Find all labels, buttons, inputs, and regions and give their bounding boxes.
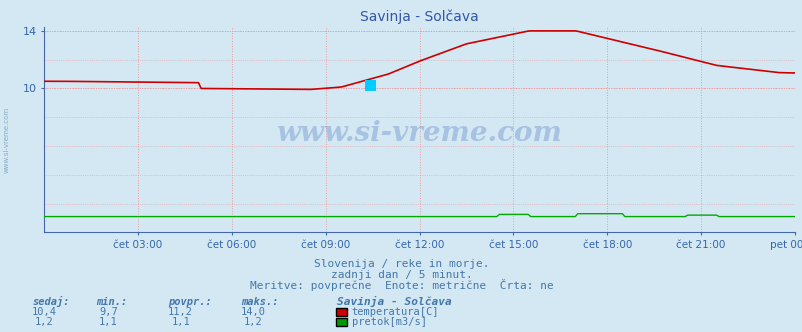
- Text: ▪: ▪: [363, 74, 378, 94]
- Text: www.si-vreme.com: www.si-vreme.com: [3, 106, 10, 173]
- Text: zadnji dan / 5 minut.: zadnji dan / 5 minut.: [330, 270, 472, 280]
- Text: Slovenija / reke in morje.: Slovenija / reke in morje.: [314, 259, 488, 269]
- Text: maks.:: maks.:: [241, 297, 278, 307]
- Text: povpr.:: povpr.:: [168, 297, 212, 307]
- Text: 10,4: 10,4: [31, 307, 57, 317]
- Text: Savinja - Solčava: Savinja - Solčava: [337, 296, 452, 307]
- Text: 9,7: 9,7: [99, 307, 118, 317]
- Text: 11,2: 11,2: [168, 307, 193, 317]
- Text: 1,1: 1,1: [99, 317, 118, 327]
- Text: 1,2: 1,2: [243, 317, 262, 327]
- Text: sedaj:: sedaj:: [32, 296, 70, 307]
- Text: www.si-vreme.com: www.si-vreme.com: [276, 120, 562, 147]
- Text: 14,0: 14,0: [240, 307, 265, 317]
- Text: pretok[m3/s]: pretok[m3/s]: [351, 317, 426, 327]
- Text: 1,1: 1,1: [171, 317, 190, 327]
- Text: temperatura[C]: temperatura[C]: [351, 307, 439, 317]
- Text: 1,2: 1,2: [34, 317, 54, 327]
- Text: min.:: min.:: [96, 297, 128, 307]
- Title: Savinja - Solčava: Savinja - Solčava: [360, 10, 478, 24]
- Text: Meritve: povprečne  Enote: metrične  Črta: ne: Meritve: povprečne Enote: metrične Črta:…: [249, 279, 553, 291]
